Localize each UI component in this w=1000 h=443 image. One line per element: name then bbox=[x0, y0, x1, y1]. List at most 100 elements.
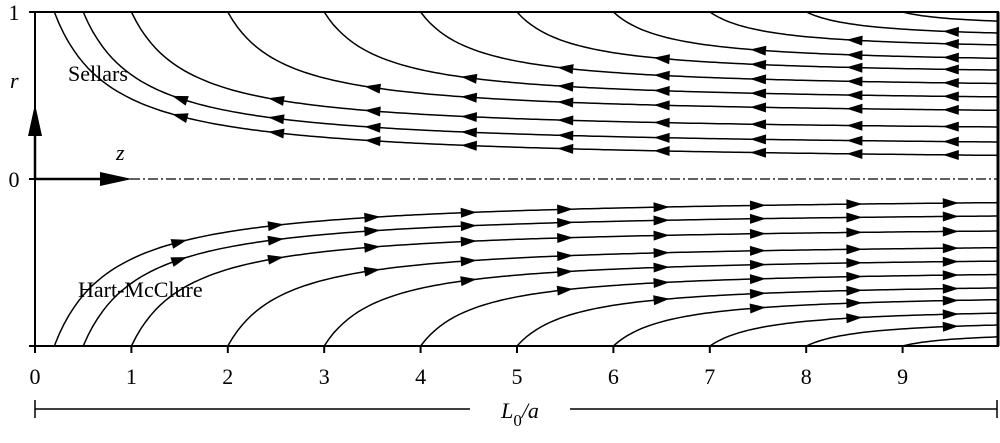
flow-arrow bbox=[942, 309, 959, 320]
flow-arrow bbox=[460, 221, 477, 232]
flow-arrow bbox=[942, 198, 959, 209]
flow-arrow bbox=[749, 245, 766, 256]
flow-arrow bbox=[172, 95, 189, 106]
flow-arrow bbox=[460, 140, 477, 151]
streamline bbox=[709, 312, 999, 347]
flow-arrow bbox=[749, 213, 766, 224]
flow-arrow bbox=[846, 76, 863, 87]
flow-arrow bbox=[750, 134, 767, 145]
flow-arrow bbox=[942, 270, 959, 281]
flow-arrow bbox=[846, 120, 863, 131]
flow-arrow bbox=[557, 130, 574, 141]
flow-arrow bbox=[653, 70, 670, 81]
flow-arrow bbox=[846, 199, 863, 210]
flow-arrow bbox=[653, 215, 670, 226]
flow-arrow bbox=[460, 73, 478, 84]
x-ticks: 0 1 2 3 4 5 6 7 8 9 bbox=[30, 346, 908, 389]
r-arrowhead bbox=[28, 104, 42, 136]
flow-arrow bbox=[942, 78, 959, 89]
flow-arrow bbox=[942, 52, 959, 63]
flow-arrow bbox=[460, 92, 478, 103]
flow-arrow bbox=[846, 135, 863, 146]
streamline bbox=[902, 11, 999, 22]
streamline bbox=[516, 287, 999, 347]
x-label-main: L bbox=[500, 398, 513, 423]
streamline bbox=[612, 298, 999, 347]
label-background bbox=[470, 395, 570, 425]
x-label: L0/a bbox=[500, 398, 539, 430]
flow-arrow bbox=[460, 127, 477, 138]
flow-arrow bbox=[557, 217, 574, 228]
flow-arrow bbox=[557, 204, 574, 215]
flow-arrow bbox=[460, 207, 477, 218]
flow-arrow bbox=[460, 256, 477, 267]
flow-arrow bbox=[846, 271, 863, 282]
flow-arrow bbox=[942, 121, 959, 132]
flow-arrow bbox=[749, 274, 766, 285]
flow-arrow bbox=[942, 283, 959, 294]
flow-arrow bbox=[846, 313, 863, 324]
flow-arrow bbox=[653, 247, 670, 258]
flow-arrow bbox=[750, 102, 767, 113]
x-tick-label: 3 bbox=[319, 364, 330, 389]
streamline bbox=[709, 11, 999, 46]
flow-arrow bbox=[942, 256, 959, 267]
flow-arrow bbox=[942, 136, 959, 147]
flow-arrow bbox=[750, 59, 767, 70]
flow-arrow bbox=[460, 112, 478, 123]
flow-arrow bbox=[364, 136, 381, 147]
flow-arrow bbox=[749, 303, 766, 314]
flow-arrow bbox=[942, 226, 959, 237]
flow-arrow bbox=[557, 143, 574, 154]
flow-arrow bbox=[557, 233, 574, 244]
flow-arrow bbox=[942, 64, 959, 75]
x-tick-label: 5 bbox=[512, 364, 523, 389]
z-label: z bbox=[115, 140, 125, 165]
streamline bbox=[805, 324, 999, 347]
streamline bbox=[323, 11, 999, 98]
flow-arrow bbox=[268, 96, 285, 106]
flow-arrow bbox=[846, 50, 863, 61]
flow-arrow bbox=[653, 146, 670, 157]
x-tick-label: 8 bbox=[801, 364, 812, 389]
hart-mcclure-label: Hart-McClure bbox=[78, 277, 203, 302]
streamline bbox=[420, 11, 999, 85]
sellars-label: Sellars bbox=[68, 61, 128, 86]
flow-arrow bbox=[942, 104, 959, 115]
flow-arrow bbox=[557, 251, 574, 262]
flow-arrow bbox=[171, 113, 189, 123]
r-tick-label: 0 bbox=[9, 167, 20, 192]
flow-arrow bbox=[653, 230, 670, 241]
streamlines bbox=[53, 11, 999, 347]
flow-arrow bbox=[268, 128, 285, 139]
flow-arrow bbox=[942, 39, 959, 50]
flow-arrow bbox=[942, 295, 959, 306]
flow-arrow bbox=[653, 100, 670, 111]
flow-arrow bbox=[653, 85, 670, 96]
x-tick-label: 2 bbox=[222, 364, 233, 389]
flow-arrow bbox=[653, 54, 671, 65]
flow-arrow bbox=[460, 276, 477, 287]
flow-arrow bbox=[846, 298, 863, 309]
x-label-sub: 0 bbox=[513, 411, 522, 430]
streamline bbox=[805, 11, 999, 34]
flow-arrow bbox=[749, 200, 766, 211]
flow-arrow bbox=[750, 147, 767, 158]
flow-arrow bbox=[942, 26, 959, 37]
flow-arrow bbox=[846, 227, 863, 238]
flow-arrow bbox=[268, 114, 285, 125]
flow-arrow bbox=[653, 202, 670, 213]
flow-arrow bbox=[267, 221, 284, 232]
x-tick-label: 7 bbox=[704, 364, 715, 389]
flow-arrow bbox=[749, 288, 766, 299]
flow-arrow bbox=[363, 266, 381, 277]
x-tick-label: 1 bbox=[126, 364, 137, 389]
flow-arrow bbox=[267, 235, 284, 246]
flow-arrow bbox=[942, 149, 959, 160]
flow-arrow bbox=[942, 243, 959, 254]
flow-arrow bbox=[557, 115, 574, 126]
flow-arrow bbox=[556, 285, 574, 296]
flow-arrow bbox=[364, 83, 382, 94]
flow-arrow bbox=[846, 285, 863, 296]
